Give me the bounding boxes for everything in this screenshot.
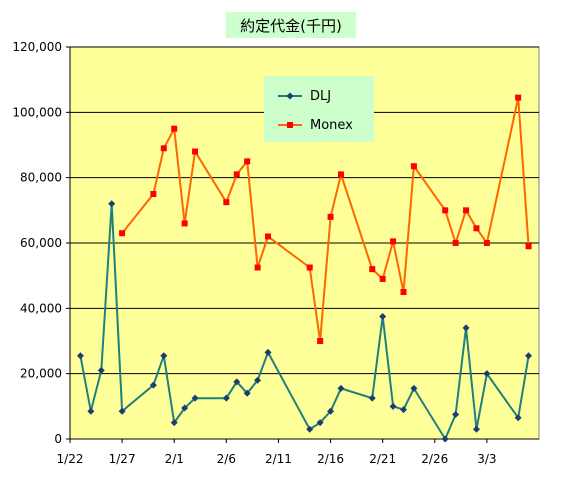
data-point-monex bbox=[400, 289, 407, 295]
data-point-monex bbox=[369, 266, 376, 273]
x-tick-label: 3/3 bbox=[477, 452, 496, 466]
x-axis-tick-labels: 1/22 1/27 2/1 2/6 2/11 2/16 2/21 2/26 3/3 bbox=[57, 452, 497, 466]
data-point-dlj bbox=[472, 425, 480, 433]
axes bbox=[66, 46, 539, 443]
data-point-dlj bbox=[108, 200, 116, 208]
series-layer bbox=[76, 94, 533, 443]
data-point-monex bbox=[473, 225, 480, 232]
data-point-dlj bbox=[170, 419, 178, 427]
data-point-dlj bbox=[191, 394, 199, 402]
chart-title: 約定代金(千円) bbox=[240, 17, 342, 35]
data-point-dlj bbox=[264, 348, 272, 356]
x-tick-label: 2/6 bbox=[217, 452, 236, 466]
data-point-monex bbox=[171, 125, 178, 132]
legend-marker-dlj bbox=[286, 92, 294, 100]
legend-marker-monex bbox=[287, 122, 293, 128]
data-point-monex bbox=[160, 145, 167, 152]
data-point-monex bbox=[337, 171, 344, 178]
x-tick-label: 2/16 bbox=[317, 452, 344, 466]
data-point-dlj bbox=[87, 407, 95, 415]
data-point-dlj bbox=[181, 404, 189, 412]
data-point-dlj bbox=[243, 389, 251, 397]
data-point-monex bbox=[463, 207, 470, 214]
data-point-monex bbox=[223, 199, 230, 206]
data-point-monex bbox=[254, 264, 261, 271]
data-point-dlj bbox=[337, 384, 345, 392]
data-point-dlj bbox=[368, 394, 376, 402]
data-point-dlj bbox=[97, 366, 105, 374]
y-axis-tick-labels: 0 20,000 40,000 60,000 80,000 100,000 120,000 bbox=[12, 40, 62, 446]
data-point-monex bbox=[265, 233, 272, 240]
y-tick-label: 80,000 bbox=[20, 171, 62, 185]
data-point-monex bbox=[119, 230, 126, 237]
x-tick-label: 2/11 bbox=[265, 452, 292, 466]
data-point-dlj bbox=[462, 324, 470, 332]
legend-label-dlj: DLJ bbox=[310, 89, 331, 104]
y-tick-label: 40,000 bbox=[20, 301, 62, 315]
x-tick-label: 1/27 bbox=[109, 452, 136, 466]
data-point-dlj bbox=[389, 402, 397, 410]
x-tick-label: 1/22 bbox=[57, 452, 84, 466]
data-point-monex bbox=[525, 243, 532, 250]
data-point-dlj bbox=[254, 376, 262, 384]
data-point-dlj bbox=[514, 414, 522, 422]
x-tick-label: 2/1 bbox=[165, 452, 184, 466]
data-point-dlj bbox=[316, 419, 324, 427]
data-point-dlj bbox=[222, 394, 230, 402]
y-tick-label: 0 bbox=[54, 432, 62, 446]
y-tick-label: 100,000 bbox=[12, 105, 62, 119]
data-point-dlj bbox=[400, 406, 408, 414]
data-point-monex bbox=[244, 158, 251, 165]
x-tick-label: 2/21 bbox=[369, 452, 396, 466]
data-point-dlj bbox=[149, 381, 157, 389]
x-tick-label: 2/26 bbox=[421, 452, 448, 466]
data-point-monex bbox=[327, 213, 334, 220]
data-point-monex bbox=[181, 220, 188, 227]
data-point-dlj bbox=[525, 352, 533, 360]
y-tick-label: 60,000 bbox=[20, 236, 62, 250]
data-point-monex bbox=[379, 275, 386, 282]
data-point-dlj bbox=[327, 407, 335, 415]
data-point-monex bbox=[452, 240, 459, 246]
legend-label-monex: Monex bbox=[310, 118, 353, 133]
legend-background bbox=[264, 76, 374, 142]
data-point-dlj bbox=[410, 384, 418, 392]
data-point-monex bbox=[233, 171, 240, 178]
y-tick-label: 20,000 bbox=[20, 367, 62, 381]
data-point-dlj bbox=[441, 435, 449, 443]
data-point-monex bbox=[317, 338, 324, 344]
data-point-monex bbox=[515, 94, 522, 101]
chart-title-background bbox=[226, 12, 356, 38]
data-point-dlj bbox=[160, 352, 168, 360]
data-point-monex bbox=[150, 191, 157, 197]
data-point-dlj bbox=[118, 407, 126, 415]
data-point-monex bbox=[192, 148, 199, 155]
data-point-monex bbox=[306, 264, 313, 271]
data-point-dlj bbox=[379, 313, 387, 320]
y-tick-label: 120,000 bbox=[12, 40, 62, 54]
data-point-dlj bbox=[483, 370, 491, 378]
data-point-dlj bbox=[306, 425, 314, 433]
data-point-dlj bbox=[452, 411, 460, 418]
data-point-monex bbox=[410, 163, 417, 170]
data-point-monex bbox=[390, 238, 397, 245]
data-point-dlj bbox=[233, 378, 241, 386]
data-point-monex bbox=[483, 240, 490, 246]
data-point-monex bbox=[442, 207, 449, 214]
data-point-dlj bbox=[76, 352, 84, 360]
legend: DLJ Monex bbox=[264, 76, 374, 142]
